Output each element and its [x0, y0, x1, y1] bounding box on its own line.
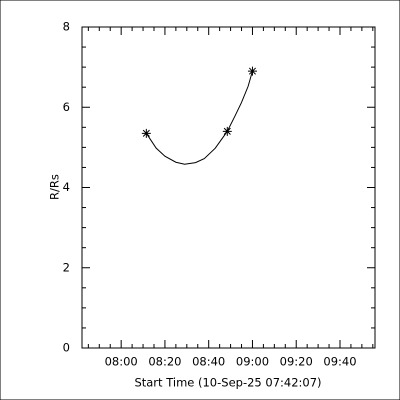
x-tick-label: 08:00	[105, 355, 138, 369]
x-tick-label: 09:20	[280, 355, 313, 369]
x-tick-label: 09:40	[323, 355, 356, 369]
y-tick-label: 6	[63, 100, 70, 114]
data-point	[141, 128, 151, 138]
x-tick-label: 08:40	[192, 355, 225, 369]
x-axis-label: Start Time (10-Sep-25 07:42:07)	[134, 376, 321, 390]
y-tick-label: 2	[63, 260, 70, 274]
y-tick-label: 0	[63, 341, 70, 355]
x-tick-label: 09:00	[236, 355, 269, 369]
data-point	[247, 66, 257, 76]
x-tick-label: 08:20	[148, 355, 181, 369]
curve	[145, 70, 253, 165]
y-axis-label: R/Rs	[48, 174, 62, 200]
y-tick-label: 4	[63, 180, 70, 194]
y-tick-label: 8	[63, 20, 70, 34]
